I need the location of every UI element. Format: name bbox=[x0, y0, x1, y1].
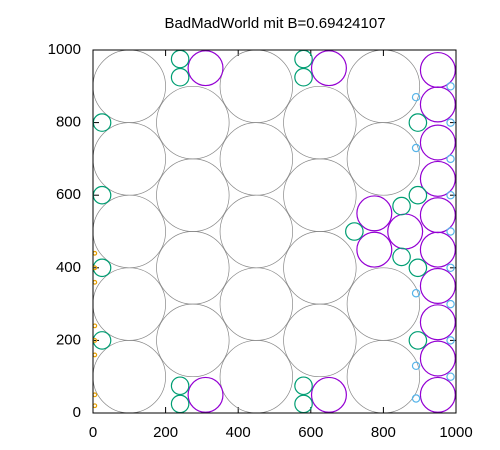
circle bbox=[446, 372, 455, 381]
circle bbox=[92, 323, 98, 329]
circle bbox=[408, 185, 428, 205]
circle bbox=[92, 392, 98, 398]
circle bbox=[170, 376, 190, 396]
circle bbox=[92, 352, 98, 358]
circle bbox=[411, 92, 421, 102]
circle bbox=[419, 231, 456, 268]
x-tick-label: 800 bbox=[371, 424, 396, 441]
circle bbox=[187, 376, 224, 413]
circle bbox=[310, 376, 347, 413]
circle bbox=[156, 158, 230, 232]
x-tick-label: 400 bbox=[226, 424, 251, 441]
circle bbox=[170, 67, 190, 87]
circle bbox=[92, 279, 98, 285]
y-tick-label: 1000 bbox=[48, 41, 81, 58]
circle bbox=[419, 304, 456, 341]
circle bbox=[92, 403, 98, 409]
circle bbox=[92, 267, 166, 341]
circle bbox=[392, 247, 411, 267]
circle bbox=[356, 195, 393, 232]
circle bbox=[219, 340, 294, 414]
circle bbox=[411, 288, 421, 298]
circle bbox=[92, 340, 166, 414]
circle bbox=[346, 49, 421, 123]
y-tick-label: 800 bbox=[56, 114, 81, 131]
circle bbox=[92, 49, 166, 123]
y-tick-label: 400 bbox=[56, 259, 81, 276]
circle bbox=[156, 231, 230, 305]
circle bbox=[419, 267, 456, 304]
circle bbox=[156, 85, 230, 160]
circle bbox=[283, 158, 357, 232]
chart-title: BadMadWorld mit B=0.69424107 bbox=[164, 15, 385, 32]
circle bbox=[92, 122, 166, 196]
circle bbox=[408, 331, 428, 350]
circle bbox=[411, 361, 421, 371]
y-tick-label: 0 bbox=[73, 404, 81, 421]
circle bbox=[92, 250, 98, 256]
circle bbox=[310, 50, 347, 87]
x-tick-label: 200 bbox=[153, 424, 178, 441]
circle bbox=[419, 340, 456, 377]
circle bbox=[156, 303, 230, 378]
x-tick-label: 0 bbox=[89, 424, 97, 441]
circle bbox=[446, 118, 455, 127]
circle bbox=[346, 267, 421, 341]
circle bbox=[219, 49, 294, 123]
circle bbox=[219, 194, 294, 269]
circle bbox=[294, 67, 313, 87]
circle bbox=[446, 154, 455, 164]
circle bbox=[187, 50, 224, 87]
circle bbox=[408, 113, 428, 132]
circle bbox=[283, 303, 357, 378]
circle bbox=[345, 222, 364, 241]
circle bbox=[411, 394, 421, 403]
y-tick-label: 200 bbox=[56, 331, 81, 348]
y-tick-label: 600 bbox=[56, 186, 81, 203]
circle bbox=[411, 143, 421, 153]
x-tick-label: 600 bbox=[298, 424, 323, 441]
circle bbox=[446, 227, 455, 236]
circle bbox=[446, 82, 455, 91]
circle bbox=[294, 394, 313, 414]
circle bbox=[387, 213, 424, 250]
circle bbox=[283, 231, 357, 305]
circle bbox=[419, 124, 456, 161]
circle bbox=[446, 336, 455, 345]
circle bbox=[356, 231, 393, 268]
circle bbox=[408, 258, 428, 278]
circle bbox=[446, 190, 455, 200]
circle bbox=[92, 194, 166, 269]
circle bbox=[294, 49, 313, 69]
circle bbox=[419, 51, 456, 88]
circle bbox=[283, 85, 357, 160]
circle bbox=[346, 122, 421, 196]
circle bbox=[392, 196, 411, 216]
circle bbox=[219, 122, 294, 196]
circle bbox=[170, 394, 190, 414]
circle bbox=[419, 160, 456, 197]
circle bbox=[419, 376, 456, 413]
circle bbox=[446, 263, 455, 273]
circle bbox=[419, 86, 456, 123]
circle bbox=[346, 340, 421, 414]
plot-frame bbox=[92, 49, 457, 414]
circle bbox=[219, 267, 294, 341]
circle bbox=[446, 299, 455, 309]
circle bbox=[170, 49, 190, 69]
x-tick-label: 1000 bbox=[439, 424, 472, 441]
circle bbox=[294, 376, 313, 396]
circle bbox=[419, 197, 456, 234]
